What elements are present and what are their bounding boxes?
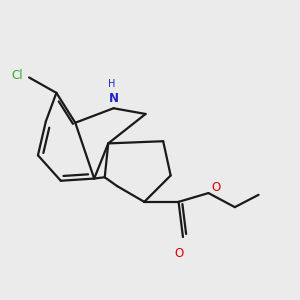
Text: Cl: Cl (11, 69, 22, 82)
Text: O: O (175, 247, 184, 260)
Text: N: N (109, 92, 118, 105)
Text: O: O (212, 181, 221, 194)
Text: H: H (108, 79, 116, 89)
